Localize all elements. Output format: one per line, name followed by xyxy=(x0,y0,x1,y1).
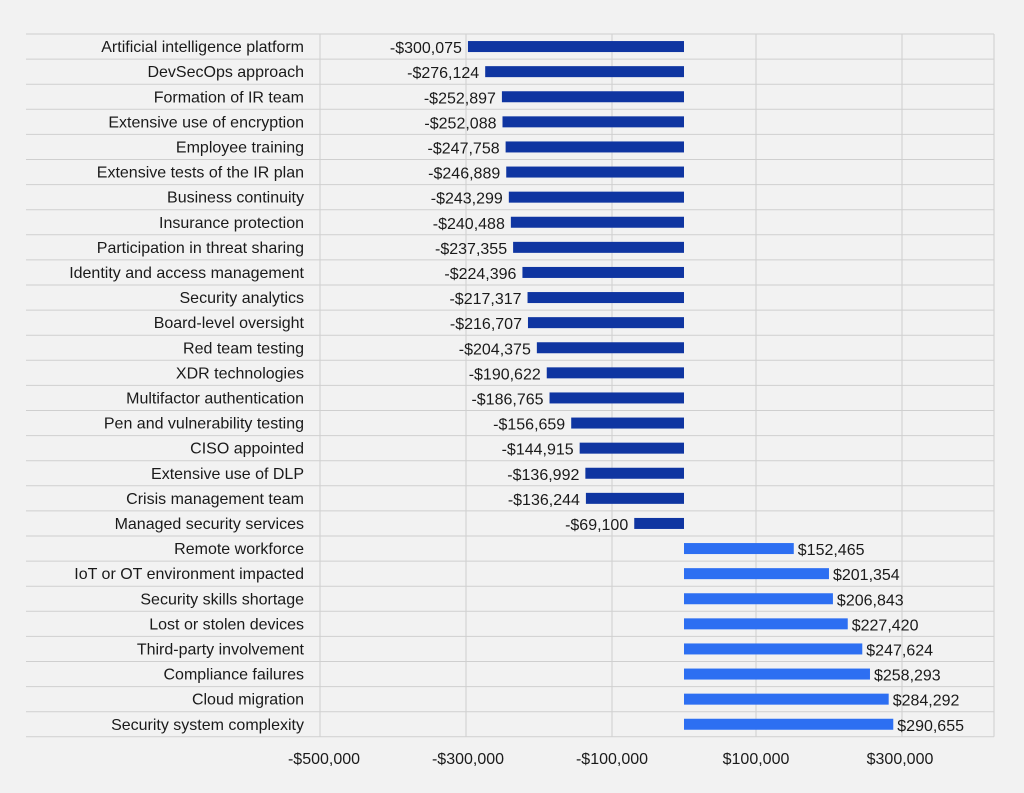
data-label: -$300,075 xyxy=(390,40,462,57)
negative-bar xyxy=(549,392,684,404)
negative-bar xyxy=(527,292,684,304)
negative-bar xyxy=(508,191,684,203)
category-label: Artificial intelligence platform xyxy=(101,39,304,56)
category-label: Extensive use of encryption xyxy=(108,114,304,131)
category-label: Business continuity xyxy=(167,190,304,207)
category-label: DevSecOps approach xyxy=(147,64,304,81)
category-label: CISO appointed xyxy=(190,441,304,458)
data-label: -$247,758 xyxy=(428,140,500,157)
data-label: -$190,622 xyxy=(469,366,541,383)
data-label: -$237,355 xyxy=(435,241,507,258)
category-label: Remote workforce xyxy=(174,541,304,558)
category-label: Extensive tests of the IR plan xyxy=(97,165,304,182)
category-label: Pen and vulnerability testing xyxy=(104,416,304,433)
negative-bar xyxy=(546,367,684,379)
category-label: Third-party involvement xyxy=(137,641,305,658)
negative-bar xyxy=(501,91,684,103)
category-label: Employee training xyxy=(176,139,304,156)
data-label: $258,293 xyxy=(874,668,941,685)
positive-bar xyxy=(684,543,794,555)
category-label: Board-level oversight xyxy=(154,315,305,332)
category-label: Extensive use of DLP xyxy=(151,466,304,483)
x-tick-label: -$500,000 xyxy=(288,751,360,768)
category-label: Compliance failures xyxy=(163,667,304,684)
positive-bar xyxy=(684,718,894,730)
category-label: Security skills shortage xyxy=(140,591,304,608)
data-label: -$217,317 xyxy=(449,291,521,308)
category-label: Lost or stolen devices xyxy=(149,616,304,633)
category-label: Cloud migration xyxy=(192,692,304,709)
positive-bar xyxy=(684,643,863,655)
data-label: $152,465 xyxy=(798,542,865,559)
data-label: -$276,124 xyxy=(407,65,479,82)
data-label: -$252,088 xyxy=(424,115,496,132)
category-label: Managed security services xyxy=(115,516,304,533)
data-label: -$216,707 xyxy=(450,316,522,333)
negative-bar xyxy=(527,317,684,329)
data-label: -$240,488 xyxy=(433,216,505,233)
x-tick-label: $300,000 xyxy=(867,751,934,768)
data-label: $290,655 xyxy=(897,718,964,735)
data-label: -$204,375 xyxy=(459,341,531,358)
data-label: $284,292 xyxy=(893,693,960,710)
data-label: -$144,915 xyxy=(502,442,574,459)
category-label: Security system complexity xyxy=(111,717,304,734)
data-label: -$243,299 xyxy=(431,191,503,208)
x-tick-label: -$300,000 xyxy=(432,751,504,768)
category-label: Crisis management team xyxy=(126,491,304,508)
positive-bar xyxy=(684,693,889,705)
negative-bar xyxy=(579,442,684,454)
category-label: Multifactor authentication xyxy=(126,390,304,407)
positive-bar xyxy=(684,593,833,605)
negative-bar xyxy=(585,492,684,504)
negative-bar xyxy=(467,41,684,53)
data-label: $247,624 xyxy=(866,642,933,659)
data-label: -$156,659 xyxy=(493,417,565,434)
data-label: -$136,244 xyxy=(508,492,580,509)
data-label: -$136,992 xyxy=(507,467,579,484)
negative-bar xyxy=(505,141,684,153)
negative-bar xyxy=(485,66,684,78)
category-label: Identity and access management xyxy=(69,265,304,282)
data-label: -$246,889 xyxy=(428,166,500,183)
x-tick-label: $100,000 xyxy=(723,751,790,768)
positive-bar xyxy=(684,568,829,580)
negative-bar xyxy=(513,241,684,253)
data-label: -$186,765 xyxy=(471,391,543,408)
positive-bar xyxy=(684,618,848,630)
category-label: XDR technologies xyxy=(176,365,304,382)
x-tick-label: -$100,000 xyxy=(576,751,648,768)
data-label: -$224,396 xyxy=(444,266,516,283)
positive-bar xyxy=(684,668,870,680)
negative-bar xyxy=(506,166,684,178)
data-label: $227,420 xyxy=(852,617,919,634)
data-label: -$252,897 xyxy=(424,90,496,107)
category-label: Security analytics xyxy=(180,290,305,307)
category-label: IoT or OT environment impacted xyxy=(74,566,304,583)
negative-bar xyxy=(510,216,684,228)
category-label: Red team testing xyxy=(183,340,304,357)
category-label: Insurance protection xyxy=(159,215,304,232)
negative-bar xyxy=(536,342,684,354)
negative-bar xyxy=(585,467,684,479)
data-label: $201,354 xyxy=(833,567,900,584)
negative-bar xyxy=(571,417,684,429)
data-label: -$69,100 xyxy=(565,517,628,534)
negative-bar xyxy=(522,266,684,278)
category-label: Formation of IR team xyxy=(154,89,304,106)
negative-bar xyxy=(502,116,684,128)
negative-bar xyxy=(634,517,684,529)
data-label: $206,843 xyxy=(837,592,904,609)
category-label: Participation in threat sharing xyxy=(97,240,304,257)
